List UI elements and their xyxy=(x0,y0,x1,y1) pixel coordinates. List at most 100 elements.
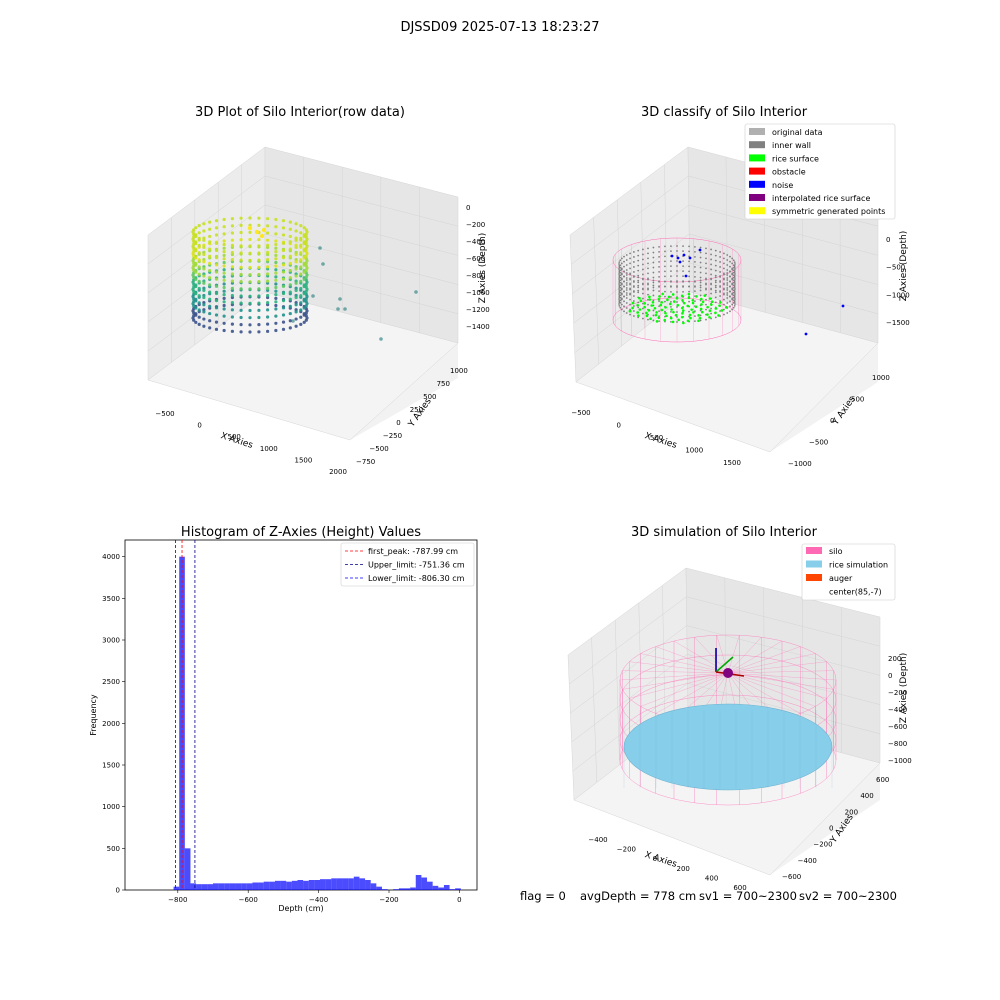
wall-point xyxy=(658,285,660,288)
surface-point xyxy=(663,318,666,322)
wall-point xyxy=(632,271,635,273)
y-tick-label: 200 xyxy=(845,808,858,816)
data-point xyxy=(230,301,234,305)
wall-point xyxy=(714,276,717,279)
wall-point xyxy=(658,280,660,283)
data-point xyxy=(281,284,286,288)
data-point xyxy=(281,270,286,274)
data-point xyxy=(266,217,270,221)
wall-point xyxy=(637,291,640,294)
z-tick-label: −1500 xyxy=(886,319,910,327)
wall-point xyxy=(647,267,649,270)
wall-point xyxy=(734,278,736,280)
wall-point xyxy=(710,312,712,315)
wall-point xyxy=(642,292,644,295)
surface-point xyxy=(672,300,676,303)
data-point xyxy=(202,245,206,249)
x-tick-label: 1500 xyxy=(723,459,741,467)
surface-point xyxy=(660,301,663,304)
wall-point xyxy=(719,276,722,278)
wall-point xyxy=(688,300,690,303)
surface-point xyxy=(691,299,695,302)
z-tick-label: 0 xyxy=(466,204,470,212)
data-point xyxy=(214,327,219,331)
data-point xyxy=(299,308,303,312)
histogram-bar xyxy=(336,878,343,890)
silo-line xyxy=(727,661,827,674)
wall-point xyxy=(637,281,640,284)
wall-point xyxy=(664,300,666,303)
data-point xyxy=(294,281,298,285)
wall-point xyxy=(670,265,672,267)
data-point xyxy=(208,326,212,330)
data-point xyxy=(239,301,243,305)
data-point xyxy=(302,241,306,246)
wall-point xyxy=(642,283,644,286)
data-point xyxy=(248,237,252,242)
wall-point xyxy=(699,281,702,284)
surface-point xyxy=(667,295,671,299)
wall-point xyxy=(629,282,631,285)
y-tick-label: −200 xyxy=(813,841,832,849)
wall-point xyxy=(619,306,622,309)
data-point xyxy=(266,293,270,298)
data-point xyxy=(274,328,278,333)
histogram-bar xyxy=(455,888,461,890)
panel-3-plot-area xyxy=(124,539,478,891)
wall-point xyxy=(726,312,729,314)
data-point xyxy=(288,297,292,301)
wall-point xyxy=(652,284,655,287)
data-point xyxy=(281,256,286,260)
wall-point xyxy=(642,273,644,276)
data-point xyxy=(239,287,243,291)
surface-point xyxy=(682,301,686,305)
surface-point xyxy=(650,304,654,307)
data-point xyxy=(299,236,303,240)
data-point xyxy=(247,225,253,231)
data-point xyxy=(214,241,219,245)
surface-point xyxy=(672,310,675,314)
surface-point xyxy=(682,309,685,312)
data-point xyxy=(194,292,198,296)
wall-point xyxy=(652,256,655,259)
data-point xyxy=(281,226,286,230)
data-point xyxy=(281,306,286,310)
histogram-bar xyxy=(235,883,242,890)
wall-point xyxy=(714,254,717,257)
grid-line xyxy=(574,262,879,353)
panel-1-title: 3D Plot of Silo Interior(row data) xyxy=(195,105,405,120)
data-point xyxy=(222,232,226,236)
histogram-bar xyxy=(353,876,360,890)
silo-line xyxy=(727,635,740,674)
x-tick-label: 0 xyxy=(197,422,201,430)
noise-point xyxy=(698,248,702,252)
y-tick-label: 400 xyxy=(860,792,873,800)
surface-point xyxy=(690,308,693,311)
data-point xyxy=(274,271,278,275)
data-point xyxy=(257,280,261,284)
wall-point xyxy=(729,260,731,263)
wall-point xyxy=(719,310,722,312)
wall-point xyxy=(670,275,672,277)
x-tick-label: 200 xyxy=(677,865,690,873)
histogram-bar xyxy=(325,879,332,890)
wall-point xyxy=(652,279,655,282)
wall-point xyxy=(618,278,620,280)
surface-point xyxy=(660,308,664,312)
surface-point xyxy=(669,316,673,320)
data-point xyxy=(230,286,234,290)
wall-point xyxy=(726,289,729,291)
wall-point xyxy=(625,264,628,266)
legend-label: center(85,-7) xyxy=(829,588,882,597)
wall-point xyxy=(618,301,621,304)
data-point xyxy=(288,326,292,330)
wall-point xyxy=(733,281,736,284)
footer-flag: flag = 0 xyxy=(520,889,566,903)
data-point xyxy=(288,290,292,294)
wall-point xyxy=(729,295,731,298)
wall-point xyxy=(732,289,735,292)
data-point xyxy=(302,249,306,253)
data-point xyxy=(299,265,303,269)
z-tick-label: 0 xyxy=(886,236,890,244)
